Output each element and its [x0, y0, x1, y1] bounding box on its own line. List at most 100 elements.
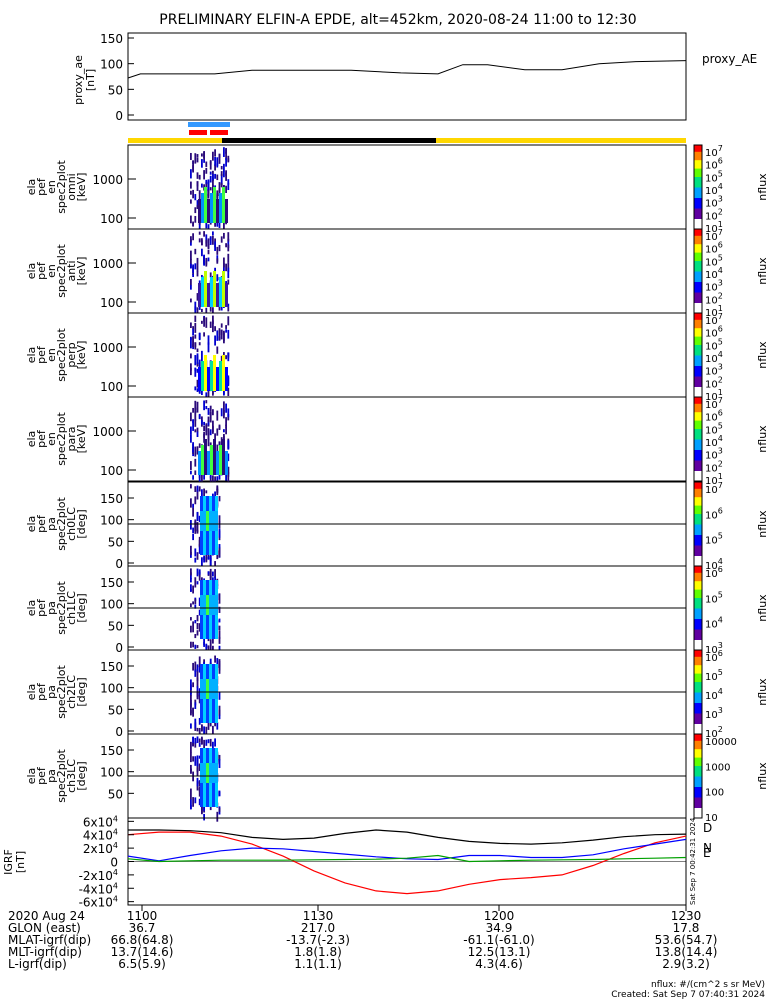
spectrogram-cell [198, 486, 201, 492]
colorbar-cell [694, 355, 702, 358]
spectrogram-cell [218, 153, 221, 164]
colorbar-cell [694, 595, 702, 598]
colorbar-cell [694, 542, 702, 546]
spectrogram-cell [205, 400, 208, 404]
colorbar-cell [694, 342, 702, 345]
spectrogram-cell [214, 335, 216, 346]
colorbar-cell [694, 776, 702, 779]
spectrogram-cell [218, 304, 221, 311]
spectrogram-cell [190, 336, 192, 341]
colorbar-cell [694, 231, 702, 234]
colorbar-tick-label: 106 [705, 506, 723, 521]
spectrogram-cell [209, 321, 212, 328]
spectrogram-core [207, 283, 210, 307]
spectrogram-cell [209, 639, 212, 650]
colorbar-cell [694, 210, 702, 213]
spectrogram-cell [194, 400, 197, 411]
spectrogram-cell [223, 332, 225, 344]
spectrogram-core [203, 511, 206, 531]
colorbar-cell [694, 464, 702, 467]
colorbar-cell [694, 725, 702, 729]
footer-cell: 1200 [484, 909, 515, 923]
spectrogram-cell [218, 625, 221, 631]
colorbar-cell [694, 771, 702, 775]
colorbar-cell [694, 534, 702, 538]
spectrogram-cell [214, 149, 216, 157]
colorbar-cell [694, 528, 702, 531]
spectrogram-core [207, 367, 210, 391]
footer-cell: 1100 [127, 909, 158, 923]
spectrogram-core [204, 187, 207, 223]
spectrogram-cell [194, 577, 197, 588]
colorbar-cell [694, 603, 702, 607]
colorbar-cell [694, 549, 702, 552]
spectrogram-core [215, 595, 218, 615]
colorbar-cell [694, 252, 702, 255]
colorbar-cell [694, 176, 702, 180]
spectrogram-cell [212, 151, 214, 161]
colorbar-cell [694, 163, 702, 167]
spectrogram-cell [190, 470, 192, 475]
panel-ylabel: elapefpaspec2plotch1LC[deg] [25, 581, 88, 635]
colorbar-cell [694, 386, 702, 390]
spectrogram-cell [218, 528, 221, 538]
spectrogram-cell [201, 557, 203, 567]
spectrogram-cell [192, 273, 194, 277]
colorbar-cell [694, 329, 702, 333]
spectrogram-cell [190, 799, 192, 809]
spectrogram-cell [196, 265, 199, 272]
spectrogram-cell [212, 741, 214, 752]
colorbar-cell [694, 308, 702, 312]
spectrogram-cell [209, 405, 212, 412]
spectrogram-cell [218, 807, 221, 812]
colorbar-cell [694, 610, 702, 613]
spectrogram-cell [198, 763, 201, 771]
colorbar-cell [694, 187, 702, 190]
spectrogram-cell [218, 754, 221, 761]
colorbar-cell [694, 677, 702, 680]
spectrogram-cell [227, 244, 230, 252]
colorbar-cell [694, 273, 702, 276]
colorbar-cell [694, 447, 702, 450]
spectrogram-core [210, 445, 213, 475]
spectrogram-cell [209, 305, 212, 312]
colorbar-cell [694, 517, 702, 521]
colorbar-cell [694, 811, 702, 815]
colorbar-cell [694, 346, 702, 350]
orbit-bar-red [189, 130, 207, 135]
igrf-line-e [127, 854, 687, 863]
spectrogram-core [206, 511, 209, 531]
spectrogram-cell [190, 702, 192, 714]
spectrogram-cell [225, 243, 227, 248]
spectrogram-core [216, 199, 219, 223]
spectrogram-cell [194, 634, 197, 639]
spectrogram-cell [196, 485, 199, 492]
spectrogram-cell [190, 603, 192, 608]
spectrogram-cell [218, 441, 221, 445]
spectrogram-cell [220, 171, 223, 177]
colorbar-cell [694, 436, 702, 440]
spectrogram-cell [190, 278, 192, 286]
spectrogram-core [201, 445, 204, 475]
spectrogram-cell [190, 367, 192, 376]
colorbar-cell [694, 626, 702, 630]
spectrogram-core [222, 355, 225, 391]
colorbar-cell [694, 813, 702, 817]
spectrogram-cell [190, 702, 192, 706]
colorbar-cell [694, 605, 702, 609]
igrf-ytick-label: 0 [110, 856, 118, 870]
spectrogram-cell [218, 188, 221, 197]
igrf-ytick-label: 6x104 [83, 814, 118, 829]
spectrogram-cell [192, 326, 194, 330]
colorbar-cell [694, 668, 702, 672]
colorbar-cell [694, 755, 702, 758]
ytick-label: 0 [115, 641, 123, 655]
plot-title: PRELIMINARY ELFIN-A EPDE, alt=452km, 202… [159, 12, 636, 28]
colorbar-cell [694, 239, 702, 243]
colorbar-cell [694, 662, 702, 666]
colorbar-cell [694, 696, 702, 699]
spectrogram-cell [223, 263, 225, 273]
colorbar-cell [694, 334, 702, 337]
spectrogram-cell [198, 597, 201, 606]
colorbar-cell [694, 203, 702, 207]
